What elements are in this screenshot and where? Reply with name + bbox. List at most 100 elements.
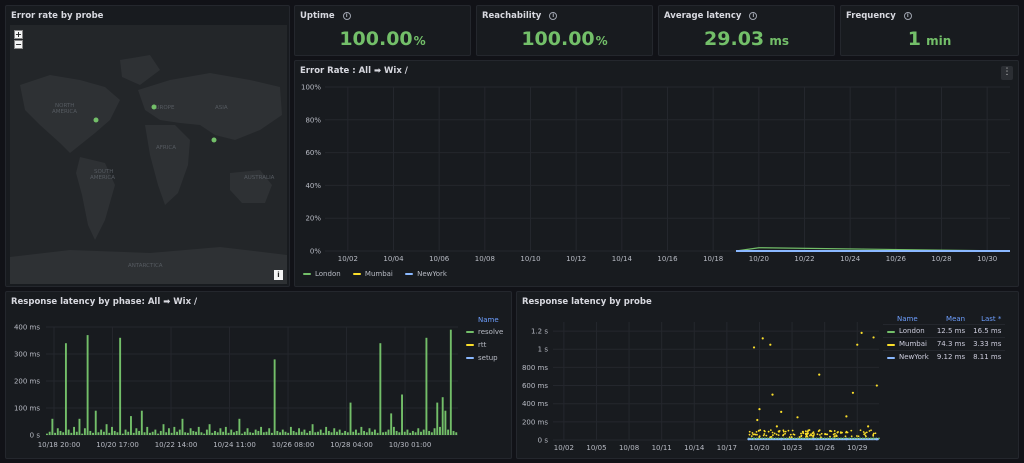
point-london xyxy=(766,437,769,440)
point-mumbai xyxy=(754,433,757,436)
antarctica-shape xyxy=(10,247,287,284)
x-tick-label: 10/16 xyxy=(657,255,678,263)
y-tick-label: 0 s xyxy=(538,437,549,445)
legend-item-mumbai[interactable]: Mumbai xyxy=(352,270,393,278)
probe-marker-london[interactable] xyxy=(151,104,157,110)
point-mumbai xyxy=(868,430,871,432)
point-mumbai xyxy=(755,430,758,433)
bar-resolve xyxy=(430,432,433,435)
point-mumbai xyxy=(875,384,878,387)
point-mumbai xyxy=(800,434,803,437)
legend-mean: 74.3 ms xyxy=(932,337,970,351)
bar-resolve xyxy=(325,426,328,435)
x-tick-label: 10/17 xyxy=(717,444,737,452)
point-mumbai xyxy=(832,433,835,436)
bar-resolve xyxy=(371,431,374,435)
stat-panel-reachability: Reachability i 100.00% xyxy=(476,5,653,56)
bar-resolve xyxy=(121,433,124,435)
legend-col-mean[interactable]: Mean xyxy=(946,315,966,323)
point-mumbai xyxy=(756,433,758,436)
stat-panel-average-latency: Average latency i 29.03 ms xyxy=(658,5,835,56)
point-mumbai xyxy=(865,431,868,434)
error-rate-chart[interactable]: 0% 20% 40% 60% 80% 100% 10/02 10/04 10/06 10/08 10… xyxy=(295,81,1018,286)
x-tick-label: 10/08 xyxy=(619,444,639,452)
legend-swatch xyxy=(466,344,474,346)
legend-item-london[interactable]: London xyxy=(303,270,341,278)
latency-by-phase-chart[interactable]: 0 s 100 ms 200 ms 300 ms 400 ms 10/18 20:00 10… xyxy=(6,292,461,457)
legend-row-newyork[interactable]: NewYork 9.12 ms 8.11 ms xyxy=(883,350,1006,363)
point-mumbai xyxy=(763,433,766,435)
bar-resolve xyxy=(167,428,170,435)
x-tick-label: 10/22 xyxy=(794,255,814,263)
point-london xyxy=(807,437,810,440)
point-mumbai xyxy=(751,432,754,434)
point-london xyxy=(815,437,818,440)
latency-by-probe-chart[interactable]: 0 s 200 ms 400 ms 600 ms 800 ms 1 s 1.2 s 10/02… xyxy=(517,292,882,457)
legend-label: Mumbai xyxy=(364,270,393,278)
bar-resolve xyxy=(360,426,363,435)
map-label-america-n: AMERICA xyxy=(52,109,77,115)
panel-menu-button[interactable]: ⋮ xyxy=(1001,66,1013,80)
probe-marker-mumbai[interactable] xyxy=(211,137,217,143)
point-mumbai xyxy=(857,435,860,438)
legend-item-resolve[interactable]: resolve xyxy=(466,328,503,336)
zoom-in-button[interactable]: + xyxy=(14,30,23,39)
x-tick-label: 10/11 xyxy=(652,444,672,452)
bar-resolve xyxy=(352,431,355,435)
legend-item-newyork[interactable]: NewYork xyxy=(405,270,447,278)
world-map[interactable]: NORTH AMERICA EUROPE ASIA AFRICA SOUTH A… xyxy=(10,25,287,284)
bar-resolve xyxy=(363,430,366,435)
bar-resolve xyxy=(390,413,393,435)
bar-resolve xyxy=(186,432,189,435)
legend-row-mumbai[interactable]: Mumbai 74.3 ms 3.33 ms xyxy=(883,337,1006,351)
point-mumbai xyxy=(835,435,838,437)
legend-row-london[interactable]: London 12.5 ms 16.5 ms xyxy=(883,324,1006,338)
point-london xyxy=(826,437,829,440)
x-tick-label: 10/24 11:00 xyxy=(213,441,256,449)
x-tick-label: 10/10 xyxy=(520,255,540,263)
bar-resolve xyxy=(105,424,108,435)
point-mumbai xyxy=(844,435,847,438)
x-tick-label: 10/28 04:00 xyxy=(330,441,373,449)
zoom-out-button[interactable]: − xyxy=(14,40,23,49)
point-london xyxy=(869,437,872,440)
point-mumbai xyxy=(818,373,821,376)
legend-col-last[interactable]: Last * xyxy=(981,315,1002,323)
x-tick-label: 10/02 xyxy=(554,444,574,452)
bar-resolve xyxy=(365,432,368,435)
point-mumbai xyxy=(782,433,785,436)
legend-label: setup xyxy=(478,354,498,362)
map-attribution-info-button[interactable]: i xyxy=(274,270,283,280)
legend-last: 16.5 ms xyxy=(969,324,1006,338)
map-label-america-s: AMERICA xyxy=(90,175,115,181)
legend-col-name[interactable]: Name xyxy=(897,315,918,323)
bar-resolve xyxy=(287,432,290,435)
stat-title-average-latency: Average latency xyxy=(664,11,742,21)
bar-resolve xyxy=(444,410,447,435)
bar-resolve xyxy=(54,432,57,435)
point-newyork xyxy=(747,438,750,441)
stat-value-frequency: 1 xyxy=(907,28,921,50)
bar-resolve xyxy=(308,430,311,435)
info-icon[interactable]: i xyxy=(342,12,351,20)
info-icon[interactable]: i xyxy=(549,12,558,20)
bar-resolve xyxy=(197,426,200,435)
bar-resolve xyxy=(132,432,135,435)
legend-item-rtt[interactable]: rtt xyxy=(466,341,503,349)
point-mumbai xyxy=(851,391,855,394)
error-rate-title: Error Rate : All ➡ Wix / xyxy=(300,66,408,76)
probe-marker-newyork[interactable] xyxy=(93,117,99,123)
bar-resolve xyxy=(100,429,103,435)
point-london xyxy=(785,437,788,440)
bar-resolve xyxy=(149,432,151,435)
x-tick-label: 10/26 08:00 xyxy=(272,441,315,449)
bar-resolve xyxy=(48,431,51,435)
bar-resolve xyxy=(59,430,62,435)
legend-item-setup[interactable]: setup xyxy=(466,354,503,362)
point-london xyxy=(834,437,837,440)
x-tick-label: 10/22 14:00 xyxy=(155,441,198,449)
point-mumbai xyxy=(856,343,859,346)
info-icon[interactable]: i xyxy=(749,12,758,20)
bar-resolve xyxy=(249,432,252,435)
info-icon[interactable]: i xyxy=(903,12,912,20)
